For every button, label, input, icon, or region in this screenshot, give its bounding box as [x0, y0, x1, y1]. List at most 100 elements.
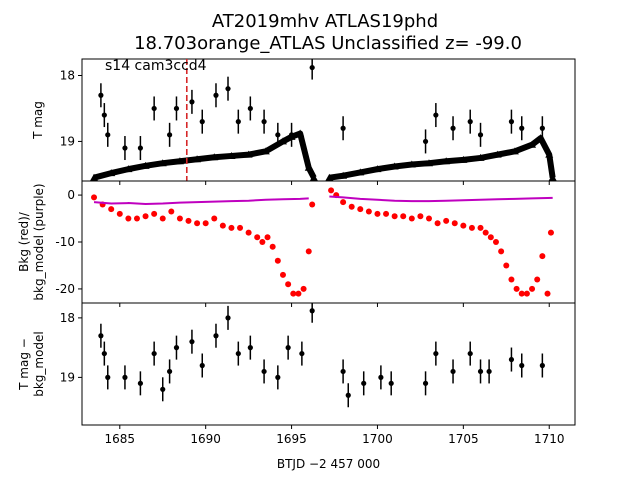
bkg-point: [309, 201, 316, 208]
bkg-point: [290, 290, 297, 297]
y-axis-label-line: Bkg (red)/: [17, 211, 31, 272]
x-axis-label: BTJD −2 457 000: [277, 457, 380, 471]
data-point: [137, 145, 144, 151]
x-tick-label: 1705: [448, 432, 479, 446]
bkg-point: [237, 224, 244, 231]
bkg-point: [91, 194, 98, 201]
bkg-point: [539, 253, 546, 260]
panel-bottom: 18 19 1685 1690 1695 1700 1705 1710 T mag −bkg_m…: [17, 302, 576, 471]
bkg-point: [408, 215, 415, 222]
bkg-point: [125, 215, 132, 222]
data-point: [199, 119, 205, 125]
bkg-point: [544, 290, 551, 297]
bkg-point: [211, 215, 218, 222]
upper-limit-marker: [175, 157, 184, 165]
data-point: [285, 345, 291, 351]
data-point: [160, 386, 166, 392]
upper-limit-marker: [545, 150, 554, 158]
bkg-point: [468, 224, 475, 231]
bkg-point: [133, 215, 140, 222]
bkg-point: [482, 229, 489, 236]
data-point: [467, 350, 473, 357]
data-point: [288, 132, 295, 138]
y-axis-label: Bkg (red)/bkg_model (purple): [17, 183, 46, 300]
data-point: [477, 368, 484, 375]
data-point: [98, 333, 104, 339]
bkg-point: [194, 220, 201, 227]
bkg-point: [108, 206, 115, 213]
upper-limit-marker: [356, 168, 365, 176]
data-point: [450, 125, 456, 131]
x-tick-label: 1690: [190, 432, 221, 446]
data-point: [151, 350, 157, 357]
upper-limit-marker: [339, 171, 348, 179]
bkg-point: [219, 222, 226, 229]
upper-limit-marker: [407, 160, 416, 168]
upper-limit-marker: [107, 169, 116, 177]
x-tick-label: 1695: [276, 432, 307, 446]
upper-limit-marker: [90, 173, 99, 181]
data-point: [98, 92, 104, 98]
data-point: [189, 99, 195, 105]
upper-limit-marker: [510, 147, 519, 155]
upper-limit-marker: [210, 153, 219, 161]
panel-top: 18 19 T mag: [31, 58, 576, 185]
bkg-point: [245, 229, 252, 236]
y-tick-label: 19: [60, 370, 75, 384]
upper-limit-marker: [493, 150, 502, 158]
bkg-point: [116, 210, 123, 217]
upper-limit-marker: [325, 173, 334, 181]
y-axis-label: T mag −bkg_model: [17, 331, 46, 397]
upper-limit-marker: [373, 165, 382, 173]
bkg-point: [185, 217, 192, 224]
bkg-point: [285, 281, 292, 288]
bkg-point: [357, 206, 364, 213]
data-point: [539, 125, 545, 131]
bkg-point: [279, 271, 286, 278]
bkg-point: [254, 234, 261, 241]
bkg-point: [451, 220, 458, 227]
bkg-point: [328, 187, 335, 194]
data-point: [137, 380, 144, 386]
data-point: [101, 112, 107, 118]
data-point: [167, 132, 173, 138]
data-point: [199, 362, 205, 369]
data-point: [235, 350, 241, 357]
data-point: [213, 333, 219, 339]
y-tick-label: 19: [60, 134, 75, 148]
bkg-point: [400, 213, 407, 220]
upper-limit-marker: [227, 151, 236, 159]
data-point: [105, 132, 111, 138]
data-point: [477, 132, 484, 138]
upper-limit-marker: [304, 163, 313, 171]
upper-limit-marker: [548, 173, 557, 181]
bkg-point: [274, 257, 281, 264]
data-point: [299, 350, 305, 357]
data-point: [340, 125, 346, 131]
upper-limit-marker: [124, 165, 133, 173]
bkg-point: [340, 199, 347, 206]
data-point: [275, 132, 281, 138]
upper-limit-marker: [459, 155, 468, 163]
bkg-point: [513, 285, 520, 292]
bkg-point: [259, 239, 266, 245]
bkg-point: [417, 213, 424, 220]
series-band: [93, 130, 317, 181]
bkg-point: [547, 229, 554, 236]
bkg-point: [295, 290, 302, 297]
y-tick-label: -10: [55, 235, 75, 249]
data-point: [433, 112, 439, 118]
x-tick-label: 1700: [362, 432, 393, 446]
upper-limit-marker: [309, 173, 318, 181]
bkg-point: [434, 220, 441, 227]
upper-limit-marker: [141, 161, 150, 169]
bkg-point: [300, 285, 307, 292]
bkg-point: [460, 222, 467, 229]
data-point: [235, 119, 241, 125]
data-point: [422, 380, 429, 386]
y-axis-label-line: bkg_model (purple): [32, 183, 46, 300]
data-point: [309, 64, 315, 71]
bkg-point: [168, 208, 175, 215]
y-tick-label: -20: [55, 282, 75, 296]
